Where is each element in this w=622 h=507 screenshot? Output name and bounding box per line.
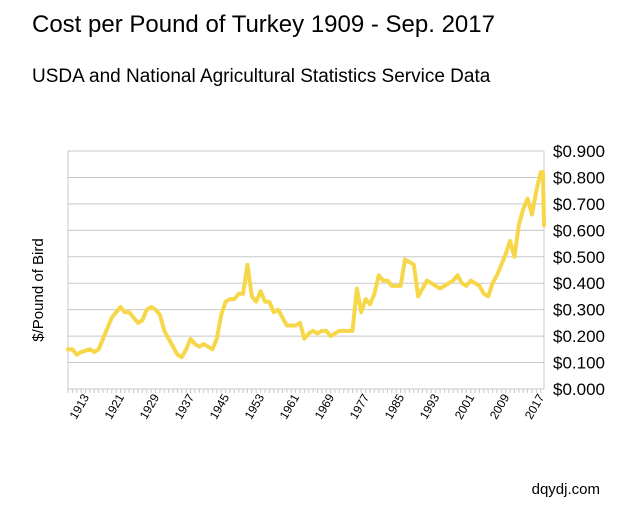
y-tick-label: $0.300 — [553, 301, 605, 320]
x-tick-label-group: 1993 — [417, 391, 443, 421]
x-tick-labels: 1913 1921 1929 1937 1945 1953 1961 1969 1977 1985… — [67, 391, 548, 421]
x-tick-label: 2017 — [522, 391, 548, 421]
x-tick-label-group: 1961 — [277, 391, 303, 421]
x-tick-label-group: 1913 — [67, 391, 93, 421]
x-tick-label: 2009 — [487, 391, 513, 421]
x-tick-label: 1985 — [382, 391, 408, 421]
x-tick-label: 1977 — [347, 391, 373, 421]
x-tick-label: 1961 — [277, 391, 303, 421]
y-tick-label: $0.200 — [553, 327, 605, 346]
x-tick-label: 1969 — [312, 391, 338, 421]
x-tick-label-group: 1921 — [102, 391, 128, 421]
chart-subtitle: USDA and National Agricultural Statistic… — [32, 66, 491, 87]
x-tick-label-group: 2001 — [452, 391, 478, 421]
x-tick-label: 2001 — [452, 391, 478, 421]
grid-layer — [68, 150, 544, 364]
x-tick-label: 1921 — [102, 391, 128, 421]
y-tick-label: $0.600 — [553, 221, 605, 240]
y-tick-label: $0.800 — [553, 168, 605, 187]
source-label: dqydj.com — [532, 481, 600, 498]
y-tick-label: $0.000 — [553, 380, 605, 399]
x-tick-label: 1937 — [172, 391, 198, 421]
series-line — [66, 170, 546, 360]
y-tick-label: $0.100 — [553, 354, 605, 373]
chart-title: Cost per Pound of Turkey 1909 - Sep. 201… — [32, 11, 495, 38]
x-tick-label: 1945 — [207, 391, 233, 421]
y-tick-label: $0.400 — [553, 274, 605, 293]
series-layer — [66, 170, 546, 360]
x-tick-label: 1993 — [417, 391, 443, 421]
x-tick-label-group: 2009 — [487, 391, 513, 421]
y-tick-label: $0.500 — [553, 248, 605, 267]
x-tick-label-group: 1929 — [137, 391, 163, 421]
y-axis-label: $/Pound of Bird — [30, 238, 47, 341]
y-tick-labels: $0.000 $0.100 $0.200 $0.300 $0.400 $0.500 $0.6… — [553, 142, 605, 399]
x-tick-label-group: 1977 — [347, 391, 373, 421]
x-tick-label: 1953 — [242, 391, 268, 421]
x-tick-label-group: 1985 — [382, 391, 408, 421]
y-tick-label: $0.900 — [553, 142, 605, 161]
x-tick-label-group: 1969 — [312, 391, 338, 421]
y-tick-label: $0.700 — [553, 195, 605, 214]
x-tick-label: 1913 — [67, 391, 93, 421]
x-tick-label: 1929 — [137, 391, 163, 421]
x-tick-label-group: 1953 — [242, 391, 268, 421]
axis-layer — [67, 151, 545, 393]
x-tick-label-group: 2017 — [522, 391, 548, 421]
x-tick-label-group: 1937 — [172, 391, 198, 421]
x-tick-label-group: 1945 — [207, 391, 233, 421]
